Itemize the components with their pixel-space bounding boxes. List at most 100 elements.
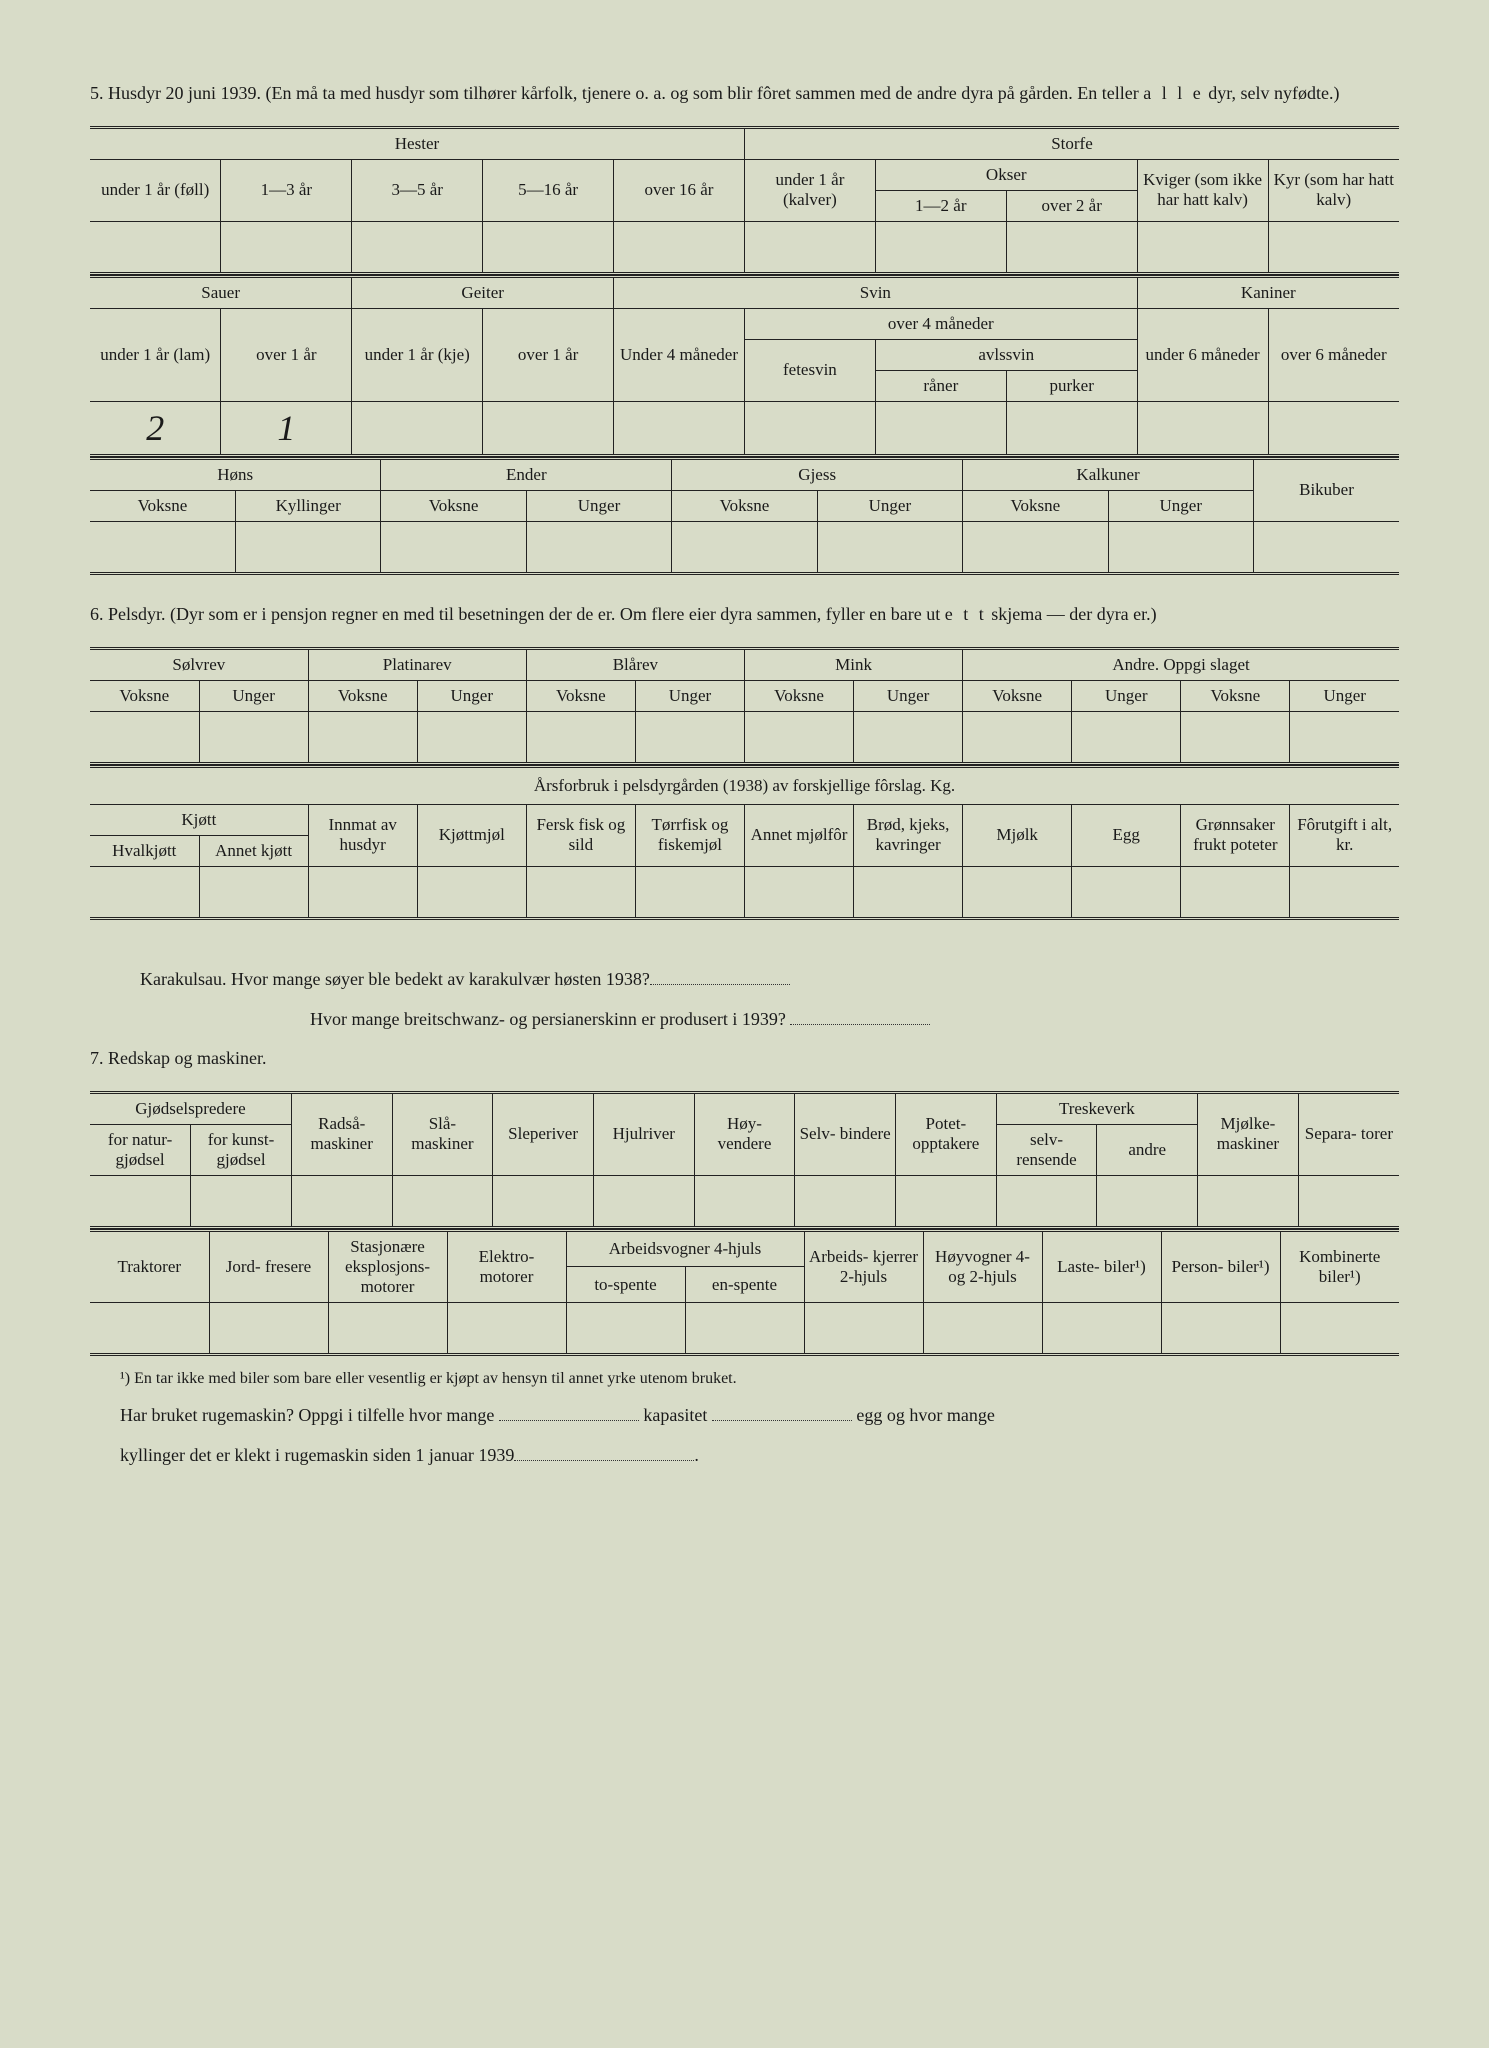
cell <box>923 1302 1042 1354</box>
cell <box>221 221 352 273</box>
table-fjaerkre: Høns Ender Gjess Kalkuner Bikuber Voksne… <box>90 457 1399 575</box>
cell <box>417 711 526 763</box>
cell <box>1268 401 1399 455</box>
cell <box>328 1302 447 1354</box>
h-sleperiver: Sleperiver <box>493 1092 594 1175</box>
cell <box>90 221 221 273</box>
h-kyr: Kyr (som har hatt kalv) <box>1268 159 1399 221</box>
h-elektro: Elektro- motorer <box>447 1230 566 1302</box>
cell <box>90 1302 209 1354</box>
cell <box>744 221 875 273</box>
table-sauer-geiter-svin: Sauer Geiter Svin Kaniner under 1 år (la… <box>90 275 1399 457</box>
footnote: ¹) En tar ikke med biler som bare eller … <box>90 1370 1399 1388</box>
cell <box>447 1302 566 1354</box>
cell <box>875 401 1006 455</box>
cell <box>694 1175 795 1227</box>
h-lam: under 1 år (lam) <box>90 308 221 401</box>
cell <box>744 711 853 763</box>
c: Unger <box>635 680 744 711</box>
cell <box>1254 521 1400 573</box>
s7-title: Redskap og maskiner. <box>108 1048 266 1068</box>
qc: egg og hvor mange <box>856 1405 994 1425</box>
h-sau-over1: over 1 år <box>221 308 352 401</box>
s7-num: 7. <box>90 1048 104 1068</box>
h-kjottmjol: Kjøttmjøl <box>417 804 526 866</box>
h-voksne2: Voksne <box>381 490 526 521</box>
c: Voksne <box>308 680 417 711</box>
cell <box>352 401 483 455</box>
h-selvrens: selv- rensende <box>996 1124 1097 1175</box>
cell <box>1290 711 1399 763</box>
cell <box>593 1175 694 1227</box>
h-stasjonaere: Stasjonære eksplosjons- motorer <box>328 1230 447 1302</box>
cell <box>493 1175 594 1227</box>
h-gjodsel: Gjødselspredere <box>90 1092 291 1124</box>
h-hoyvogner: Høyvogner 4- og 2-hjuls <box>923 1230 1042 1302</box>
cell <box>614 401 745 455</box>
c: Voksne <box>1181 680 1290 711</box>
h-over16: over 16 år <box>614 159 745 221</box>
cell <box>191 1175 292 1227</box>
section5-heading: 5. Husdyr 20 juni 1939. (En må ta med hu… <box>90 80 1399 108</box>
h-enspente: en-spente <box>685 1267 804 1302</box>
cell <box>291 1175 392 1227</box>
h-voksne4: Voksne <box>963 490 1108 521</box>
h-platinarev: Platinarev <box>308 648 526 680</box>
kq2: Hvor mange breitschwanz- og persianerski… <box>310 1009 786 1029</box>
qd: kyllinger det er klekt i rugemaskin side… <box>120 1445 514 1465</box>
c: Voksne <box>90 680 199 711</box>
cell <box>614 221 745 273</box>
h-svin-over4: over 4 måneder <box>744 308 1137 339</box>
hdr-kaniner: Kaniner <box>1137 276 1399 308</box>
cell <box>308 866 417 918</box>
hdr-kalkuner: Kalkuner <box>963 458 1254 490</box>
hdr-bikuber: Bikuber <box>1254 458 1400 521</box>
cell <box>795 1175 896 1227</box>
section7-heading: 7. Redskap og maskiner. <box>90 1045 1399 1073</box>
c: Unger <box>854 680 963 711</box>
h-raner: råner <box>875 370 1006 401</box>
h-jordfresere: Jord- fresere <box>209 1230 328 1302</box>
kq1a: Karakulsau. Hvor mange søyer ble bedekt … <box>140 969 650 989</box>
cell <box>854 711 963 763</box>
cell <box>685 1302 804 1354</box>
h-foll: under 1 år (føll) <box>90 159 221 221</box>
h-kviger: Kviger (som ikke har hatt kalv) <box>1137 159 1268 221</box>
cell <box>1280 1302 1399 1354</box>
h-kanin-u6: under 6 måneder <box>1137 308 1268 401</box>
h-unger3: Unger <box>817 490 962 521</box>
cell <box>1072 711 1181 763</box>
h-torrfisk: Tørrfisk og fiskemjøl <box>635 804 744 866</box>
h-purker: purker <box>1006 370 1137 401</box>
s6-emph: e t t <box>945 604 987 624</box>
cell <box>1006 401 1137 455</box>
cell <box>896 1175 997 1227</box>
blank <box>790 1007 930 1025</box>
cell <box>996 1175 1097 1227</box>
cell <box>963 521 1108 573</box>
cell <box>672 521 817 573</box>
cell-lam: 2 <box>90 401 221 455</box>
cell <box>1097 1175 1198 1227</box>
cell <box>963 711 1072 763</box>
cell <box>566 1302 685 1354</box>
h-selvbindere: Selv- bindere <box>795 1092 896 1175</box>
cell <box>1006 221 1137 273</box>
h-mink: Mink <box>744 648 962 680</box>
h-okser-over2: over 2 år <box>1006 190 1137 221</box>
cell <box>90 521 235 573</box>
h-innmat: Innmat av husdyr <box>308 804 417 866</box>
cell <box>804 1302 923 1354</box>
h-egg: Egg <box>1072 804 1181 866</box>
cell <box>1268 221 1399 273</box>
cell <box>90 1175 191 1227</box>
cell <box>526 866 635 918</box>
h-blarev: Blårev <box>526 648 744 680</box>
cell <box>1181 866 1290 918</box>
h-forutgift: Fôrutgift i alt, kr. <box>1290 804 1399 866</box>
h-traktorer: Traktorer <box>90 1230 209 1302</box>
h-kjott: Kjøtt <box>90 804 308 835</box>
cell <box>483 401 614 455</box>
cell <box>308 711 417 763</box>
h-voksne: Voksne <box>90 490 235 521</box>
